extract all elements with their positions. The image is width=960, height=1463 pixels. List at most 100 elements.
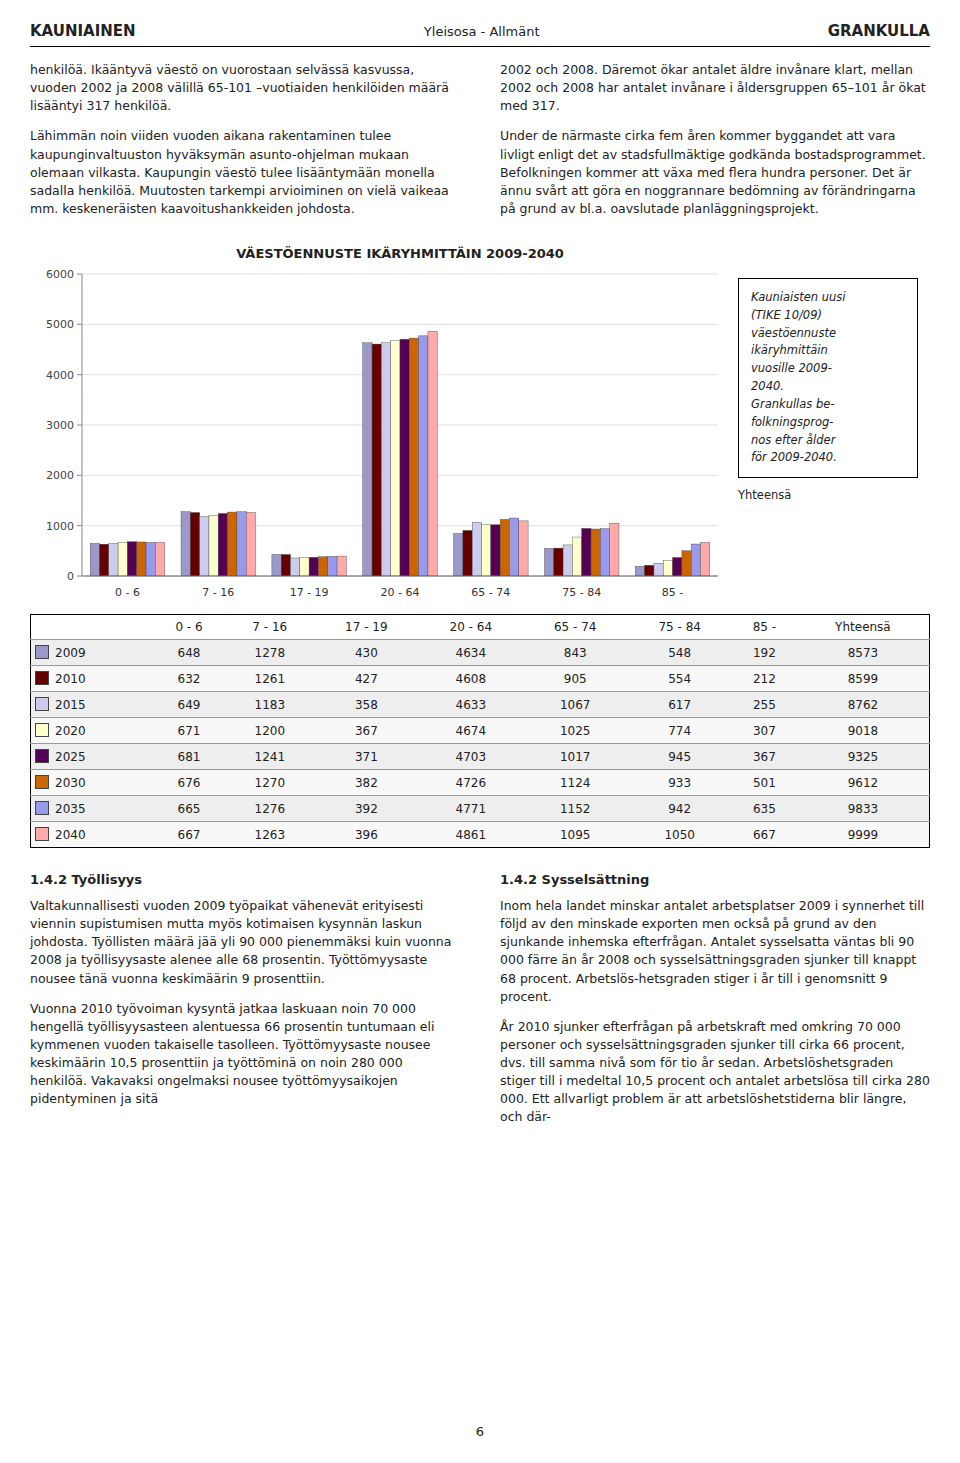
y-axis: [82, 274, 83, 576]
table-value: 367: [314, 718, 418, 744]
bar: [228, 512, 237, 576]
table-value: 649: [153, 692, 226, 718]
tick-mark: [77, 576, 82, 577]
bar: [419, 336, 428, 576]
bar: [610, 523, 619, 576]
bar: [682, 551, 691, 576]
table-value: 942: [627, 796, 731, 822]
bar: [428, 331, 437, 576]
table-value: 905: [523, 666, 627, 692]
tick-label: 2000: [46, 469, 74, 482]
chart-row: VÄESTÖENNUSTE IKÄRYHMITTÄIN 2009-2040010…: [30, 238, 930, 608]
table-corner: [31, 615, 153, 640]
table-value: 843: [523, 640, 627, 666]
bar: [400, 339, 409, 576]
table-header: 0 - 6: [153, 615, 226, 640]
table-value: 1183: [225, 692, 314, 718]
legend-label: 2020: [55, 724, 86, 738]
table-row: 204066712633964861109510506679999: [31, 822, 930, 848]
bar: [337, 556, 346, 576]
bar: [209, 516, 218, 576]
bar: [246, 512, 255, 576]
table-header: 17 - 19: [314, 615, 418, 640]
table-value: 430: [314, 640, 418, 666]
legend-label: 2025: [55, 750, 86, 764]
legend-swatch: [35, 697, 49, 711]
page-content: KAUNIAINENYleisosa - AllmäntGRANKULLAhen…: [0, 0, 960, 1139]
legend-swatch: [35, 671, 49, 685]
bar: [519, 521, 528, 576]
grid-line: [82, 274, 718, 275]
table-row: 20306761270382472611249335019612: [31, 770, 930, 796]
table-value: 945: [627, 744, 731, 770]
tick-label: 1000: [46, 520, 74, 533]
total-label: Yhteensä: [738, 488, 918, 502]
tick-label: 4000: [46, 369, 74, 382]
table-value: 632: [153, 666, 226, 692]
tick-mark: [77, 425, 82, 426]
table-value: 382: [314, 770, 418, 796]
header-text: KAUNIAINEN: [30, 22, 136, 40]
section-title: 1.4.2 Sysselsättning: [500, 872, 930, 887]
header-text: Yleisosa - Allmänt: [424, 24, 540, 39]
table-year: 2040: [31, 822, 153, 848]
table-value: 4674: [419, 718, 523, 744]
bar: [572, 537, 581, 576]
bar: [200, 516, 209, 576]
table-total: 9325: [797, 744, 930, 770]
tick-label: 6000: [46, 268, 74, 281]
bar: [600, 529, 609, 576]
bar: [691, 544, 700, 576]
table-value: 1276: [225, 796, 314, 822]
table-year: 2025: [31, 744, 153, 770]
table-value: 774: [627, 718, 731, 744]
bar: [544, 548, 553, 576]
section-column: 1.4.2 TyöllisyysValtakunnallisesti vuode…: [30, 872, 460, 1139]
bar: [137, 542, 146, 576]
table-total: 9612: [797, 770, 930, 796]
table-value: 255: [732, 692, 797, 718]
text-columns: henkilöä. Ikääntyvä väestö on vuorostaan…: [30, 61, 930, 230]
legend-swatch: [35, 775, 49, 789]
table-value: 212: [732, 666, 797, 692]
x-axis: [82, 576, 718, 577]
table-year: 2010: [31, 666, 153, 692]
table-value: 617: [627, 692, 731, 718]
table-value: 1095: [523, 822, 627, 848]
table-value: 4771: [419, 796, 523, 822]
table-total: 9018: [797, 718, 930, 744]
tick-label: 5000: [46, 318, 74, 331]
tick-label: 0: [67, 570, 74, 583]
section-title: 1.4.2 Työllisyys: [30, 872, 460, 887]
table-row: 20156491183358463310676172558762: [31, 692, 930, 718]
paragraph: Inom hela landet minskar antalet arbetsp…: [500, 897, 930, 1006]
legend-swatch: [35, 645, 49, 659]
table-header: 85 -: [732, 615, 797, 640]
legend-label: 2009: [55, 646, 86, 660]
paragraph: Lähimmän noin viiden vuoden aikana raken…: [30, 127, 460, 218]
table-header: 75 - 84: [627, 615, 731, 640]
table-value: 548: [627, 640, 731, 666]
table-value: 501: [732, 770, 797, 796]
tick-mark: [77, 324, 82, 325]
table-total: 8573: [797, 640, 930, 666]
table-row: 2010632126142746089055542128599: [31, 666, 930, 692]
legend-swatch: [35, 801, 49, 815]
bar: [118, 542, 127, 576]
table-value: 427: [314, 666, 418, 692]
table-year: 2035: [31, 796, 153, 822]
bar: [654, 563, 663, 576]
page-number: 6: [0, 1424, 960, 1439]
bar: [463, 530, 472, 576]
table-row: 20356651276392477111529426359833: [31, 796, 930, 822]
paragraph: henkilöä. Ikääntyvä väestö on vuorostaan…: [30, 61, 460, 115]
table-year: 2030: [31, 770, 153, 796]
bar: [155, 542, 164, 576]
table-value: 4608: [419, 666, 523, 692]
table-value: 681: [153, 744, 226, 770]
table-year: 2020: [31, 718, 153, 744]
data-table: 0 - 67 - 1617 - 1920 - 6465 - 7475 - 848…: [30, 614, 930, 848]
category-label: 0 - 6: [115, 586, 140, 599]
bar: [472, 522, 481, 576]
table-value: 1050: [627, 822, 731, 848]
